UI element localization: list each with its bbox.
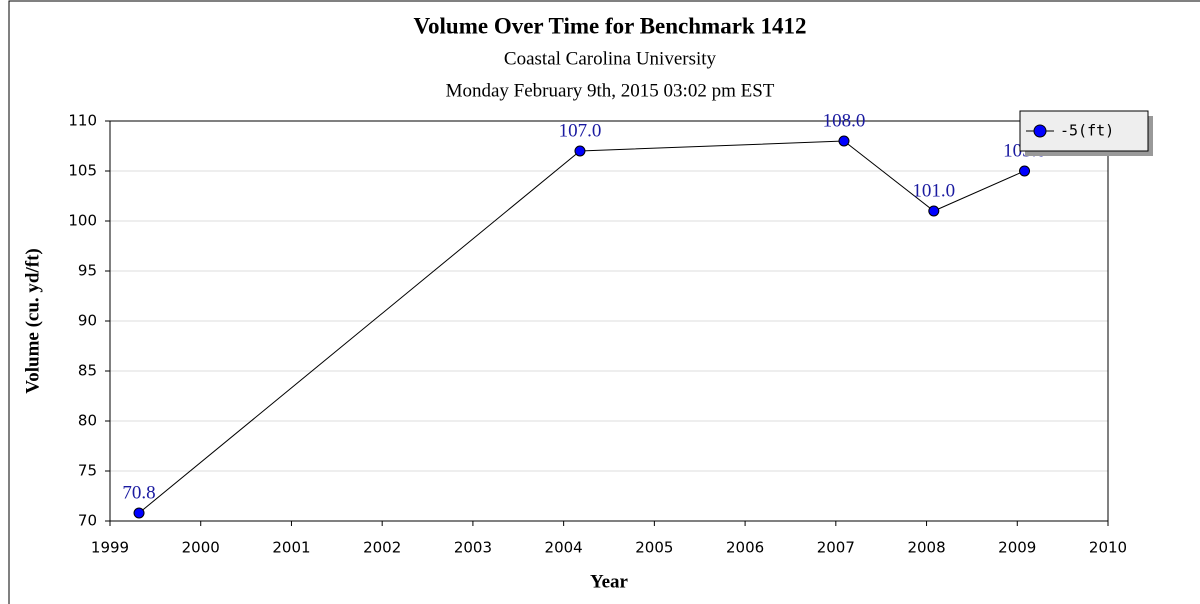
data-label: 70.8 <box>122 482 155 503</box>
y-axis-label: Volume (cu. yd/ft) <box>22 248 43 394</box>
y-tick-label: 70 <box>78 512 97 530</box>
y-tick-label: 100 <box>68 212 97 230</box>
x-tick-label: 2005 <box>635 539 673 557</box>
x-tick-label: 2006 <box>726 539 764 557</box>
y-tick-label: 110 <box>68 112 97 130</box>
legend-box <box>1019 110 1149 152</box>
x-tick-label: 2002 <box>363 539 401 557</box>
y-tick-label: 95 <box>78 262 97 280</box>
chart-subtitle: Monday February 9th, 2015 03:02 pm EST <box>446 80 775 101</box>
plot-border <box>109 120 1109 522</box>
data-label: 108.0 <box>823 110 866 131</box>
x-tick-label: 2003 <box>454 539 492 557</box>
x-tick-label: 2004 <box>545 539 583 557</box>
legend-label: -5(ft) <box>1060 122 1114 140</box>
y-tick-label: 105 <box>68 162 97 180</box>
chart-subtitle: Coastal Carolina University <box>504 48 717 69</box>
y-tick-label: 90 <box>78 312 97 330</box>
data-point <box>928 205 940 217</box>
y-tick-label: 80 <box>78 412 97 430</box>
legend-marker <box>1033 124 1047 138</box>
x-tick-label: 2010 <box>1089 539 1127 557</box>
x-tick-label: 2007 <box>817 539 855 557</box>
x-tick-label: 2009 <box>998 539 1036 557</box>
x-axis-label: Year <box>590 571 629 592</box>
data-label: 101.0 <box>912 180 955 201</box>
data-label: 107.0 <box>559 120 602 141</box>
x-tick-label: 2001 <box>272 539 310 557</box>
y-tick-label: 85 <box>78 362 97 380</box>
x-tick-label: 2008 <box>907 539 945 557</box>
x-tick-label: 2000 <box>182 539 220 557</box>
data-point <box>838 135 850 147</box>
x-tick-label: 1999 <box>91 539 129 557</box>
data-point <box>574 145 586 157</box>
data-point <box>133 507 145 519</box>
y-tick-label: 75 <box>78 462 97 480</box>
data-point <box>1019 165 1031 177</box>
chart-title: Volume Over Time for Benchmark 1412 <box>414 13 807 38</box>
